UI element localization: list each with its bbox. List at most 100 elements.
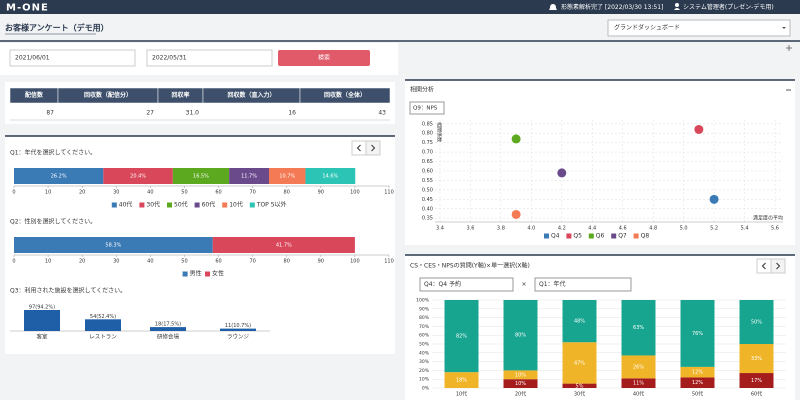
add-icon[interactable] <box>786 45 792 51</box>
table-cell: 27 <box>146 110 154 117</box>
x-tick-label: 0 <box>12 190 15 196</box>
date-to: 2022/05/31 <box>152 55 187 62</box>
bar <box>220 328 256 331</box>
bar-label: 26% <box>633 364 644 370</box>
bar <box>150 327 186 331</box>
x-tick-label: 60 <box>215 190 221 196</box>
bar <box>24 310 60 331</box>
bar-segment <box>503 370 538 380</box>
bar-label: 11(10.7%) <box>225 323 251 329</box>
table-cell: 87 <box>46 110 54 117</box>
legend-swatch <box>588 233 594 239</box>
next-icon <box>371 144 376 152</box>
bar-segment <box>444 372 479 388</box>
user-icon-body <box>674 8 680 10</box>
date-from: 2021/06/01 <box>15 55 50 62</box>
user-menu[interactable]: システム管理者(プレゼン-デモ用) <box>683 3 774 11</box>
legend-swatch <box>222 202 228 208</box>
x-tick-label: 80 <box>284 259 290 265</box>
bar-label: 11.7% <box>241 174 257 180</box>
next-button[interactable] <box>365 140 381 156</box>
table-header-cell <box>299 87 391 104</box>
bar-segment <box>503 300 538 371</box>
x-axis-label: 満足度の平均 <box>753 215 783 222</box>
bar-label: 14.6% <box>322 174 338 180</box>
bar-label: 33% <box>751 356 762 362</box>
y-tick-label: 0.70 <box>422 150 433 156</box>
bar-segment <box>621 378 656 388</box>
prev-button[interactable] <box>351 140 367 156</box>
bar-segment <box>212 237 355 253</box>
x-tick-label: 50 <box>181 259 187 265</box>
x-tick-label: 10代 <box>456 391 467 398</box>
legend-label: 60代 <box>202 201 216 209</box>
x-tick-label: 70 <box>249 190 255 196</box>
date-to-input[interactable] <box>146 49 273 67</box>
y-tick-label: 0.80 <box>422 131 433 137</box>
x-tick-label: 110 <box>384 259 394 265</box>
legend-swatch <box>205 271 210 277</box>
legend-label: Q4 <box>551 233 560 240</box>
table-header: 回収数（直入力） <box>227 91 275 99</box>
page-title: お客様アンケート（デモ用） <box>5 23 109 33</box>
x-tick-label: 5.0 <box>680 226 688 232</box>
x-tick-label: 4.0 <box>527 226 535 232</box>
bar-label: 82% <box>456 334 467 340</box>
y-tick-label: 90% <box>419 306 430 312</box>
x-tick-label: 40 <box>147 190 153 196</box>
correlation-panel <box>405 80 795 245</box>
bar-label: 12% <box>692 380 703 386</box>
x-tick-label: 100 <box>350 190 360 196</box>
legend-swatch <box>633 233 639 239</box>
bar-segment <box>739 344 774 374</box>
legend-label: 30代 <box>146 201 160 209</box>
y-tick-label: 0.85 <box>422 121 433 127</box>
table-header: 回収数（全体） <box>324 91 366 99</box>
legend-swatch <box>111 202 117 208</box>
y-tick-label: 0.50 <box>422 187 433 193</box>
x-tick-label: 40代 <box>633 391 644 398</box>
table-cell: 31.0 <box>186 110 200 117</box>
table-header: 配信数 <box>25 91 44 99</box>
x-tick-label: 5.2 <box>710 226 718 232</box>
y-tick-label: 0.75 <box>422 140 433 146</box>
bar-segment <box>172 168 230 184</box>
x-question-select[interactable] <box>534 277 632 292</box>
x-tick-label: 5.6 <box>771 226 779 232</box>
legend-label: 40代 <box>119 201 133 209</box>
prev-icon <box>356 144 361 152</box>
y-tick-label: 0.40 <box>422 206 433 212</box>
prev-button[interactable] <box>756 258 772 274</box>
y-tick-label: 0.45 <box>422 197 433 203</box>
bar-label: 50% <box>751 320 762 326</box>
bar-segment <box>14 237 213 253</box>
y-tick-label: 40% <box>419 350 430 356</box>
y-question-select[interactable] <box>419 277 514 292</box>
y-tick-label: 100% <box>416 298 430 304</box>
next-button[interactable] <box>770 258 786 274</box>
table-cell: 16 <box>288 110 296 117</box>
y-tick-label: 30% <box>419 359 430 365</box>
scatter-point <box>511 134 521 144</box>
bar-segment <box>739 300 774 344</box>
legend-label: Q6 <box>596 233 605 240</box>
x-tick-label: 20代 <box>515 391 526 398</box>
nps-select[interactable] <box>409 101 445 115</box>
x-tick-label: 3.8 <box>497 226 505 232</box>
notice: 形態素解析完了 [2022/03/30 13:51] <box>561 3 663 11</box>
bell-icon <box>549 4 557 10</box>
x-tick-label: 30 <box>113 190 119 196</box>
dashboard-select[interactable] <box>607 19 791 37</box>
question-title: Q1：年代を選択してください。 <box>10 149 96 157</box>
scatter-point <box>557 168 567 178</box>
search-button[interactable] <box>278 50 370 66</box>
bar-label: 20.4% <box>130 174 146 180</box>
date-from-input[interactable] <box>9 49 136 67</box>
bar-segment <box>444 300 479 373</box>
y-tick-label: 0.65 <box>422 159 433 165</box>
legend-swatch <box>167 202 172 208</box>
y-tick-label: 20% <box>419 368 430 374</box>
bar-segment <box>562 342 597 384</box>
legend-swatch <box>611 233 617 239</box>
